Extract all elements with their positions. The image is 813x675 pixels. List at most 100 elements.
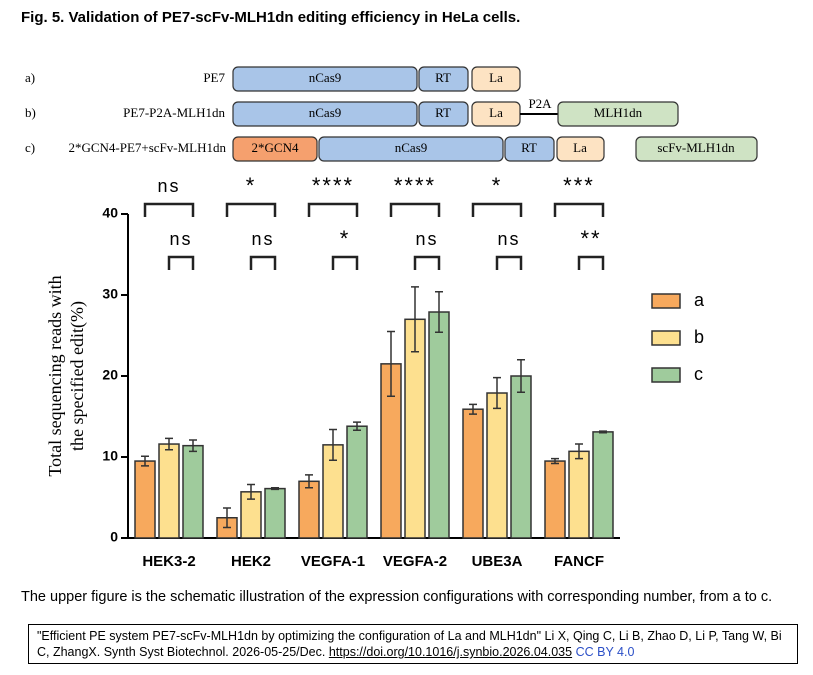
domain-label: La	[489, 70, 503, 85]
significance-bracket	[577, 255, 605, 270]
legend-label: a	[694, 290, 705, 310]
significance-label: ns	[415, 229, 438, 249]
significance-label: ns	[251, 229, 274, 249]
bar	[346, 425, 368, 539]
legend-swatch	[651, 367, 681, 383]
domain-box	[504, 136, 555, 162]
caption: The upper figure is the schematic illust…	[21, 589, 772, 605]
linker-label: P2A	[528, 96, 552, 111]
domain-label: RT	[435, 105, 451, 120]
citation: "Efficient PE system PE7-scFv-MLH1dn by …	[28, 624, 798, 664]
y-tick-label: 10	[102, 448, 118, 464]
domain-box	[318, 136, 504, 162]
error-bar	[575, 443, 583, 460]
error-bar	[165, 437, 173, 451]
error-bar	[551, 457, 559, 465]
domain-box	[557, 101, 679, 127]
domain-box	[232, 136, 318, 162]
bar	[462, 408, 484, 539]
significance-bracket	[495, 255, 523, 270]
row-letter: a)	[25, 70, 35, 85]
error-bar	[435, 291, 443, 334]
row-name: 2*GCN4-PE7+scFv-MLH1dn	[68, 140, 226, 155]
bar	[158, 443, 180, 539]
y-tick-label: 30	[102, 286, 118, 302]
domain-box	[418, 101, 469, 127]
legend-label: c	[694, 364, 703, 384]
significance-bracket	[225, 202, 277, 217]
domain-box	[418, 66, 469, 92]
error-bar	[411, 286, 419, 353]
row-letter: b)	[25, 105, 36, 120]
error-bar	[353, 421, 361, 432]
domain-label: RT	[435, 70, 451, 85]
domain-label: nCas9	[395, 140, 428, 155]
bar	[182, 444, 204, 539]
y-tick-label: 20	[102, 367, 118, 383]
significance-bracket	[553, 202, 605, 217]
significance-bracket	[307, 202, 359, 217]
schematic: a) PE7 nCas9 RT La b) PE7-P2A-MLH1dn nCa…	[25, 66, 758, 162]
error-bar	[599, 430, 607, 434]
row-name: PE7-P2A-MLH1dn	[123, 105, 225, 120]
significance-bracket	[143, 202, 195, 217]
bar	[568, 450, 590, 539]
error-bar	[329, 428, 337, 461]
row-name: PE7	[203, 70, 225, 85]
legend-swatch	[651, 330, 681, 346]
y-axis-label: Total sequencing reads with	[45, 275, 65, 476]
significance-label: ***	[563, 173, 595, 198]
legend-label: b	[694, 327, 704, 347]
doi-link[interactable]: https://doi.org/10.1016/j.synbio.2026.04…	[328, 645, 573, 659]
figure: Fig. 5. Validation of PE7-scFv-MLH1dn ed…	[21, 9, 772, 605]
domain-label: RT	[521, 140, 537, 155]
error-bar	[469, 403, 477, 415]
x-tick-label: HEK3-2	[142, 553, 195, 570]
significance-bracket	[331, 255, 359, 270]
error-bar	[247, 483, 255, 500]
x-tick-label: HEK2	[231, 553, 271, 570]
row-letter: c)	[25, 140, 35, 155]
significance-bracket	[167, 255, 195, 270]
bar	[428, 311, 450, 539]
significance-label: *	[492, 173, 503, 198]
domain-box	[471, 66, 521, 92]
significance-label: ****	[312, 173, 354, 198]
error-bar	[517, 359, 525, 393]
significance-label: ns	[169, 229, 192, 249]
legend-swatch	[651, 293, 681, 309]
figure-title: Fig. 5. Validation of PE7-scFv-MLH1dn ed…	[21, 9, 520, 26]
error-bar	[189, 439, 197, 453]
domain-label: MLH1dn	[594, 105, 643, 120]
y-axis-label: the specified edit(%)	[67, 301, 88, 451]
domain-box	[556, 136, 605, 162]
significance-bracket	[471, 202, 523, 217]
bar	[544, 460, 566, 539]
x-tick-label: FANCF	[554, 553, 604, 570]
license: CC BY 4.0	[575, 645, 635, 659]
significance-bracket	[389, 202, 441, 217]
significance-label: ****	[394, 173, 436, 198]
domain-box	[232, 101, 418, 127]
error-bar	[271, 487, 279, 491]
error-bar	[305, 474, 313, 489]
domain-label: La	[573, 140, 587, 155]
significance-bracket	[413, 255, 441, 270]
domain-label: La	[489, 105, 503, 120]
domain-box	[232, 66, 418, 92]
domain-label: 2*GCN4	[252, 140, 299, 155]
error-bar	[141, 455, 149, 467]
domain-label: scFv-MLH1dn	[657, 140, 735, 155]
significance-label: *	[340, 226, 351, 251]
bar	[134, 460, 156, 539]
domain-label: nCas9	[309, 70, 342, 85]
significance-label: **	[580, 226, 601, 251]
significance-bracket	[249, 255, 277, 270]
bar	[486, 392, 508, 539]
bar	[592, 431, 614, 539]
bar	[298, 480, 320, 539]
x-tick-label: UBE3A	[472, 553, 523, 570]
significance-label: ns	[157, 176, 180, 196]
error-bar	[493, 376, 501, 410]
